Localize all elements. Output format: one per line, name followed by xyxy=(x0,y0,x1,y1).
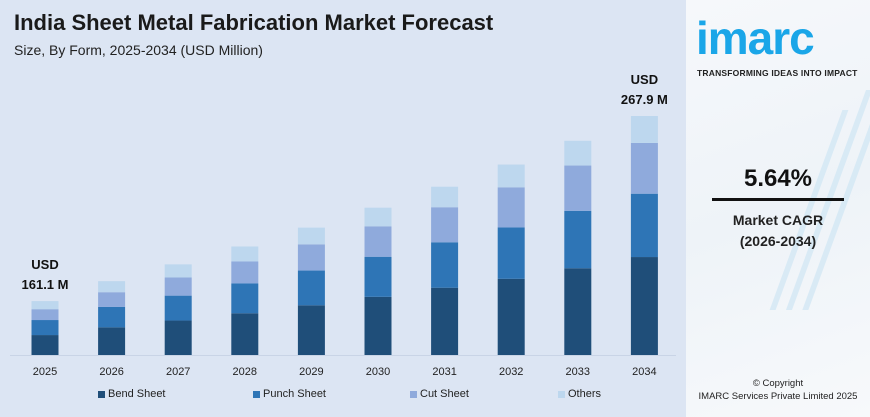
bar-bend-sheet-2031 xyxy=(431,287,459,355)
data-label-value: 267.9 M xyxy=(621,92,668,107)
bar-others-2028 xyxy=(231,246,259,262)
bar-others-2027 xyxy=(164,264,192,278)
bar-cut-sheet-2032 xyxy=(497,187,525,228)
legend-item-cut-sheet: Cut Sheet xyxy=(410,388,469,400)
x-tick-label: 2030 xyxy=(366,366,390,378)
legend-label: Cut Sheet xyxy=(420,388,469,400)
x-tick-label: 2031 xyxy=(432,366,456,378)
legend-item-others: Others xyxy=(558,388,601,400)
x-tick-label: 2028 xyxy=(233,366,257,378)
bar-cut-sheet-2034 xyxy=(630,142,658,194)
bar-bend-sheet-2025 xyxy=(31,335,59,355)
data-label-currency: USD xyxy=(631,72,658,87)
cagr-label-block: Market CAGR (2026-2034) xyxy=(686,210,870,252)
bar-cut-sheet-2029 xyxy=(297,244,325,271)
company-name: IMARC Services Private Limited 2025 xyxy=(698,391,858,402)
x-tick-label: 2027 xyxy=(166,366,190,378)
bar-others-2029 xyxy=(297,227,325,245)
bar-punch-sheet-2034 xyxy=(630,193,658,258)
bar-cut-sheet-2025 xyxy=(31,309,59,321)
bar-punch-sheet-2028 xyxy=(231,283,259,314)
cagr-label: Market CAGR xyxy=(732,212,824,228)
chart-subtitle: Size, By Form, 2025-2034 (USD Million) xyxy=(14,42,263,58)
bar-others-2031 xyxy=(431,186,459,208)
bar-bend-sheet-2033 xyxy=(564,268,592,355)
cagr-period: (2026-2034) xyxy=(739,233,817,249)
bar-cut-sheet-2027 xyxy=(164,277,192,296)
divider xyxy=(712,198,844,201)
chart-panel: India Sheet Metal Fabrication Market For… xyxy=(0,0,686,417)
bar-others-2025 xyxy=(31,301,59,310)
legend-swatch xyxy=(253,390,260,398)
bar-bend-sheet-2029 xyxy=(297,305,325,355)
bar-punch-sheet-2027 xyxy=(164,295,192,321)
bar-cut-sheet-2033 xyxy=(564,165,592,211)
info-sidebar: imarc TRANSFORMING IDEAS INTO IMPACT 5.6… xyxy=(686,0,870,417)
bar-bend-sheet-2028 xyxy=(231,313,259,355)
bar-punch-sheet-2031 xyxy=(431,242,459,288)
bar-others-2032 xyxy=(497,164,525,188)
copyright-block: © Copyright IMARC Services Private Limit… xyxy=(686,377,870,403)
legend-swatch xyxy=(410,390,417,398)
bar-punch-sheet-2032 xyxy=(497,227,525,279)
bar-bend-sheet-2027 xyxy=(164,320,192,355)
tagline: TRANSFORMING IDEAS INTO IMPACT xyxy=(697,68,858,78)
data-label-value: 161.1 M xyxy=(22,277,69,292)
copyright: © Copyright xyxy=(752,378,804,389)
bar-bend-sheet-2030 xyxy=(364,296,392,355)
x-tick-label: 2033 xyxy=(566,366,590,378)
bar-cut-sheet-2030 xyxy=(364,226,392,257)
bar-cut-sheet-2026 xyxy=(98,292,126,307)
x-tick-label: 2032 xyxy=(499,366,523,378)
bar-bend-sheet-2032 xyxy=(497,278,525,355)
legend-label: Others xyxy=(568,388,602,400)
bar-others-2033 xyxy=(564,140,592,166)
bar-bend-sheet-2026 xyxy=(98,327,126,355)
x-tick-label: 2026 xyxy=(99,366,123,378)
bar-punch-sheet-2026 xyxy=(98,306,126,328)
legend-label: Punch Sheet xyxy=(263,388,326,400)
legend-label: Bend Sheet xyxy=(108,388,166,400)
bar-punch-sheet-2025 xyxy=(31,320,59,336)
data-label-currency: USD xyxy=(31,257,58,272)
legend-swatch xyxy=(558,390,565,398)
bar-cut-sheet-2031 xyxy=(431,207,459,243)
legend-item-punch-sheet: Punch Sheet xyxy=(253,388,326,400)
imarc-logo: imarc xyxy=(696,12,815,64)
bar-punch-sheet-2029 xyxy=(297,270,325,306)
cagr-value: 5.64% xyxy=(743,165,813,192)
legend: Bend Sheet Punch Sheet Cut Sheet Others xyxy=(0,388,686,404)
legend-swatch xyxy=(98,390,105,398)
bar-others-2034 xyxy=(630,116,658,143)
x-tick-label: 2025 xyxy=(33,366,57,378)
chart-title: India Sheet Metal Fabrication Market For… xyxy=(14,10,494,35)
bar-cut-sheet-2028 xyxy=(231,261,259,284)
x-tick-label: 2034 xyxy=(632,366,656,378)
bar-others-2026 xyxy=(98,281,126,293)
stacked-bar-chart: 2025 USD 161.1 M 2026 2027 2028 2029 2030 2031 20… xyxy=(10,72,676,378)
legend-item-bend-sheet: Bend Sheet xyxy=(98,388,166,400)
bar-bend-sheet-2034 xyxy=(630,257,658,355)
bar-punch-sheet-2033 xyxy=(564,210,592,269)
bar-punch-sheet-2030 xyxy=(364,256,392,297)
bar-others-2030 xyxy=(364,207,392,227)
x-tick-label: 2029 xyxy=(299,366,323,378)
